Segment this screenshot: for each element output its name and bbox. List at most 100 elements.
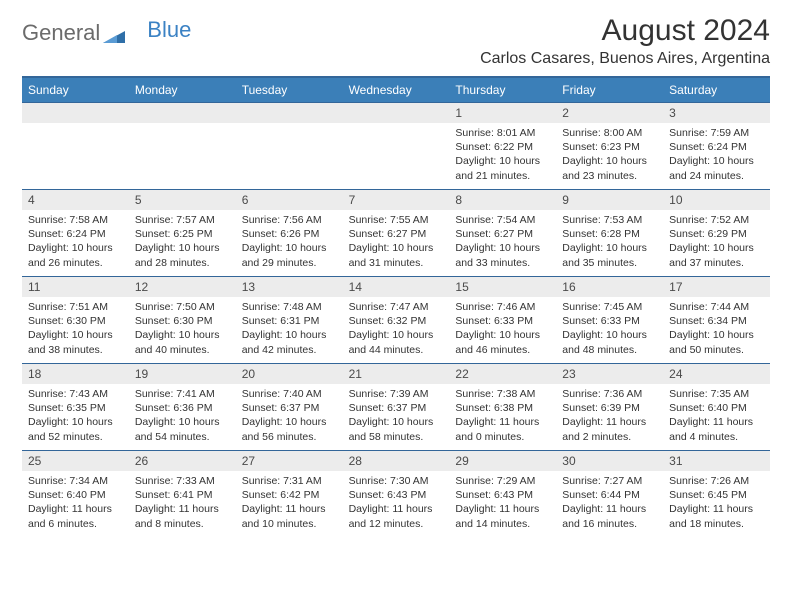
day-info: Sunrise: 7:29 AMSunset: 6:43 PMDaylight:…	[449, 474, 556, 535]
logo-text-2: Blue	[147, 17, 191, 43]
day-number: 21	[343, 364, 450, 384]
day-number: 9	[556, 190, 663, 210]
day-info: Sunrise: 7:38 AMSunset: 6:38 PMDaylight:…	[449, 387, 556, 448]
day-info: Sunrise: 7:36 AMSunset: 6:39 PMDaylight:…	[556, 387, 663, 448]
calendar-day-cell	[343, 103, 450, 189]
day-number: 13	[236, 277, 343, 297]
calendar-day-cell: 29 Sunrise: 7:29 AMSunset: 6:43 PMDayligh…	[449, 451, 556, 537]
calendar-day-cell: 14Sunrise: 7:47 AMSunset: 6:32 PMDayligh…	[343, 277, 450, 363]
day-info: Sunrise: 7:53 AMSunset: 6:28 PMDaylight:…	[556, 213, 663, 274]
calendar-day-cell: 16Sunrise: 7:45 AMSunset: 6:33 PMDayligh…	[556, 277, 663, 363]
day-number: 20	[236, 364, 343, 384]
day-of-week-header: Tuesday	[236, 78, 343, 102]
day-number	[343, 103, 450, 123]
day-info: Sunrise: 7:45 AMSunset: 6:33 PMDaylight:…	[556, 300, 663, 361]
day-info: Sunrise: 8:00 AMSunset: 6:23 PMDaylight:…	[556, 126, 663, 187]
day-info: Sunrise: 7:48 AMSunset: 6:31 PMDaylight:…	[236, 300, 343, 361]
day-number: 31	[663, 451, 770, 471]
day-number: 25	[22, 451, 129, 471]
day-of-week-header: Saturday	[663, 78, 770, 102]
day-number: 6	[236, 190, 343, 210]
day-of-week-header: Monday	[129, 78, 236, 102]
day-number	[129, 103, 236, 123]
calendar-week-row: 11Sunrise: 7:51 AMSunset: 6:30 PMDayligh…	[22, 276, 770, 363]
calendar-week-row: 1Sunrise: 8:01 AMSunset: 6:22 PMDaylight…	[22, 102, 770, 189]
location-subtitle: Carlos Casares, Buenos Aires, Argentina	[480, 50, 770, 68]
logo: General Blue	[22, 20, 191, 46]
day-of-week-header-row: SundayMondayTuesdayWednesdayThursdayFrid…	[22, 78, 770, 102]
page-title: August 2024	[480, 14, 770, 48]
calendar-day-cell: 1Sunrise: 8:01 AMSunset: 6:22 PMDaylight…	[449, 103, 556, 189]
day-number	[236, 103, 343, 123]
day-number: 30	[556, 451, 663, 471]
day-number: 12	[129, 277, 236, 297]
day-of-week-header: Wednesday	[343, 78, 450, 102]
day-number: 15	[449, 277, 556, 297]
calendar-day-cell	[22, 103, 129, 189]
day-number: 29	[449, 451, 556, 471]
day-info: Sunrise: 7:51 AMSunset: 6:30 PMDaylight:…	[22, 300, 129, 361]
day-info: Sunrise: 7:35 AMSunset: 6:40 PMDaylight:…	[663, 387, 770, 448]
calendar-day-cell: 2 Sunrise: 8:00 AMSunset: 6:23 PMDaylight…	[556, 103, 663, 189]
day-of-week-header: Sunday	[22, 78, 129, 102]
calendar-week-row: 4Sunrise: 7:58 AMSunset: 6:24 PMDaylight…	[22, 189, 770, 276]
calendar-week-row: 18 Sunrise: 7:43 AMSunset: 6:35 PMDayligh…	[22, 363, 770, 450]
calendar-day-cell: 8 Sunrise: 7:54 AMSunset: 6:27 PMDaylight…	[449, 190, 556, 276]
day-info: Sunrise: 8:01 AMSunset: 6:22 PMDaylight:…	[449, 126, 556, 187]
calendar-day-cell: 26Sunrise: 7:33 AMSunset: 6:41 PMDayligh…	[129, 451, 236, 537]
calendar-day-cell	[236, 103, 343, 189]
header: General Blue August 2024 Carlos Casares,…	[22, 14, 770, 68]
day-number: 26	[129, 451, 236, 471]
day-number: 2	[556, 103, 663, 123]
calendar-day-cell: 12Sunrise: 7:50 AMSunset: 6:30 PMDayligh…	[129, 277, 236, 363]
day-number: 14	[343, 277, 450, 297]
day-info: Sunrise: 7:57 AMSunset: 6:25 PMDaylight:…	[129, 213, 236, 274]
day-info: Sunrise: 7:34 AMSunset: 6:40 PMDaylight:…	[22, 474, 129, 535]
calendar-day-cell: 25 Sunrise: 7:34 AMSunset: 6:40 PMDayligh…	[22, 451, 129, 537]
calendar-day-cell: 17 Sunrise: 7:44 AMSunset: 6:34 PMDayligh…	[663, 277, 770, 363]
calendar-day-cell: 19 Sunrise: 7:41 AMSunset: 6:36 PMDayligh…	[129, 364, 236, 450]
day-number: 28	[343, 451, 450, 471]
calendar-day-cell: 30 Sunrise: 7:27 AMSunset: 6:44 PMDayligh…	[556, 451, 663, 537]
calendar-week-row: 25 Sunrise: 7:34 AMSunset: 6:40 PMDayligh…	[22, 450, 770, 537]
day-of-week-header: Thursday	[449, 78, 556, 102]
day-info: Sunrise: 7:40 AMSunset: 6:37 PMDaylight:…	[236, 387, 343, 448]
day-info: Sunrise: 7:59 AMSunset: 6:24 PMDaylight:…	[663, 126, 770, 187]
day-number: 24	[663, 364, 770, 384]
calendar-day-cell: 23 Sunrise: 7:36 AMSunset: 6:39 PMDayligh…	[556, 364, 663, 450]
calendar-day-cell: 5 Sunrise: 7:57 AMSunset: 6:25 PMDaylight…	[129, 190, 236, 276]
calendar-day-cell: 10Sunrise: 7:52 AMSunset: 6:29 PMDayligh…	[663, 190, 770, 276]
day-number: 5	[129, 190, 236, 210]
day-info: Sunrise: 7:31 AMSunset: 6:42 PMDaylight:…	[236, 474, 343, 535]
day-info: Sunrise: 7:44 AMSunset: 6:34 PMDaylight:…	[663, 300, 770, 361]
day-info: Sunrise: 7:54 AMSunset: 6:27 PMDaylight:…	[449, 213, 556, 274]
day-info: Sunrise: 7:56 AMSunset: 6:26 PMDaylight:…	[236, 213, 343, 274]
day-number: 27	[236, 451, 343, 471]
calendar-day-cell: 20 Sunrise: 7:40 AMSunset: 6:37 PMDayligh…	[236, 364, 343, 450]
calendar-day-cell	[129, 103, 236, 189]
logo-triangle-icon	[103, 23, 125, 37]
day-info: Sunrise: 7:52 AMSunset: 6:29 PMDaylight:…	[663, 213, 770, 274]
calendar-day-cell: 24 Sunrise: 7:35 AMSunset: 6:40 PMDayligh…	[663, 364, 770, 450]
calendar-day-cell: 7Sunrise: 7:55 AMSunset: 6:27 PMDaylight…	[343, 190, 450, 276]
logo-text-1: General	[22, 20, 100, 46]
day-info: Sunrise: 7:43 AMSunset: 6:35 PMDaylight:…	[22, 387, 129, 448]
calendar-day-cell: 3Sunrise: 7:59 AMSunset: 6:24 PMDaylight…	[663, 103, 770, 189]
day-info: Sunrise: 7:41 AMSunset: 6:36 PMDaylight:…	[129, 387, 236, 448]
day-number: 22	[449, 364, 556, 384]
day-number: 18	[22, 364, 129, 384]
calendar-day-cell: 13 Sunrise: 7:48 AMSunset: 6:31 PMDayligh…	[236, 277, 343, 363]
calendar-day-cell: 27 Sunrise: 7:31 AMSunset: 6:42 PMDayligh…	[236, 451, 343, 537]
day-info: Sunrise: 7:27 AMSunset: 6:44 PMDaylight:…	[556, 474, 663, 535]
day-info: Sunrise: 7:26 AMSunset: 6:45 PMDaylight:…	[663, 474, 770, 535]
day-number: 17	[663, 277, 770, 297]
day-number: 8	[449, 190, 556, 210]
day-number: 7	[343, 190, 450, 210]
day-number: 19	[129, 364, 236, 384]
day-number: 23	[556, 364, 663, 384]
calendar-day-cell: 4Sunrise: 7:58 AMSunset: 6:24 PMDaylight…	[22, 190, 129, 276]
calendar-day-cell: 28 Sunrise: 7:30 AMSunset: 6:43 PMDayligh…	[343, 451, 450, 537]
calendar-day-cell: 22 Sunrise: 7:38 AMSunset: 6:38 PMDayligh…	[449, 364, 556, 450]
calendar-table: SundayMondayTuesdayWednesdayThursdayFrid…	[22, 76, 770, 537]
day-info: Sunrise: 7:30 AMSunset: 6:43 PMDaylight:…	[343, 474, 450, 535]
